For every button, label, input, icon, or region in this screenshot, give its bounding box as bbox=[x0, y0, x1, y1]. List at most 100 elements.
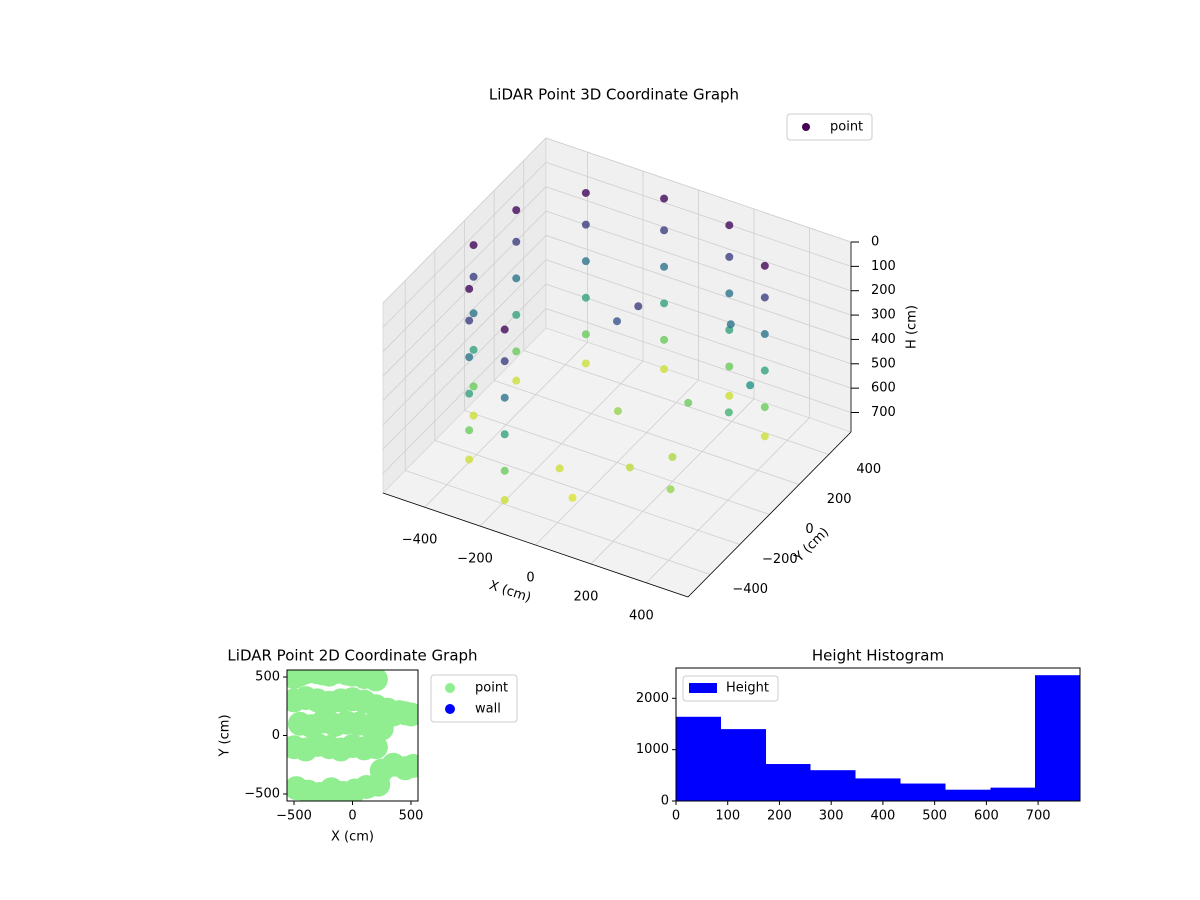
plot-area bbox=[287, 670, 418, 801]
grid-line bbox=[382, 162, 547, 328]
grid-line bbox=[464, 410, 770, 515]
point bbox=[500, 466, 509, 475]
point bbox=[613, 407, 622, 416]
chart-title: Height Histogram bbox=[812, 647, 944, 665]
legend-box bbox=[682, 675, 779, 702]
y-tick-label: −400 bbox=[732, 582, 768, 597]
legend-marker bbox=[445, 704, 455, 714]
point bbox=[634, 302, 643, 311]
point bbox=[581, 330, 590, 339]
x-tick-label: 700 bbox=[1026, 809, 1051, 824]
y-tick-label: −500 bbox=[244, 786, 280, 801]
x-tick-label: 0 bbox=[672, 809, 680, 824]
grid-line bbox=[545, 259, 852, 365]
point bbox=[500, 357, 509, 366]
bar bbox=[1034, 675, 1080, 801]
x-tick-label: 400 bbox=[629, 608, 654, 623]
x-tick-label: 100 bbox=[715, 809, 740, 824]
bar bbox=[810, 770, 856, 801]
point bbox=[581, 359, 590, 368]
bar bbox=[721, 729, 767, 801]
point bbox=[465, 389, 474, 398]
grid-line bbox=[523, 350, 829, 455]
point bbox=[555, 464, 564, 473]
point bbox=[369, 758, 394, 783]
point bbox=[401, 753, 418, 778]
point bbox=[465, 426, 474, 435]
point bbox=[684, 398, 693, 407]
y-tick-label: 0 bbox=[661, 794, 669, 809]
bar bbox=[676, 716, 722, 801]
point bbox=[465, 353, 474, 362]
point bbox=[726, 320, 735, 329]
point bbox=[363, 670, 388, 692]
point bbox=[465, 284, 474, 293]
legend-box bbox=[786, 113, 873, 141]
bar bbox=[900, 783, 946, 801]
x-tick-label: 0 bbox=[348, 809, 356, 824]
y-tick-label: 0 bbox=[805, 522, 813, 537]
point bbox=[568, 493, 577, 502]
grid-line bbox=[434, 440, 740, 545]
grid-line bbox=[545, 283, 852, 389]
point bbox=[666, 485, 675, 494]
grid-line bbox=[382, 308, 547, 474]
legend-label: Height bbox=[726, 681, 769, 696]
x-axis-label: X (cm) bbox=[331, 830, 374, 845]
x-tick-label: 200 bbox=[767, 809, 792, 824]
point bbox=[500, 325, 509, 334]
bar bbox=[855, 778, 901, 801]
point bbox=[512, 206, 521, 215]
point bbox=[398, 702, 418, 727]
point bbox=[625, 463, 634, 472]
point bbox=[512, 310, 521, 319]
point bbox=[725, 289, 734, 298]
y-tick-label: 200 bbox=[827, 492, 852, 507]
point bbox=[465, 455, 474, 464]
grid-line bbox=[545, 137, 852, 243]
point bbox=[660, 194, 669, 203]
z-tick-label: 400 bbox=[871, 332, 896, 347]
point bbox=[363, 735, 388, 760]
point bbox=[660, 226, 669, 235]
z-tick-label: 500 bbox=[871, 356, 896, 371]
x-tick-label: 200 bbox=[574, 589, 599, 604]
bar bbox=[990, 787, 1035, 801]
x-tick-label: 0 bbox=[526, 571, 534, 586]
axis-line bbox=[687, 431, 852, 598]
grid-line bbox=[545, 308, 852, 413]
point bbox=[660, 365, 669, 374]
z-tick-label: 700 bbox=[871, 405, 896, 420]
point bbox=[581, 220, 590, 229]
x-tick-label: 500 bbox=[922, 809, 947, 824]
x-tick-label: 400 bbox=[871, 809, 896, 824]
x-tick-label: 300 bbox=[819, 809, 844, 824]
point bbox=[500, 496, 509, 505]
point bbox=[660, 335, 669, 344]
point bbox=[760, 261, 769, 270]
point bbox=[725, 252, 734, 261]
axis-line bbox=[382, 492, 689, 598]
point bbox=[512, 347, 521, 356]
grid-line bbox=[545, 161, 852, 267]
point bbox=[469, 309, 478, 318]
grid-line bbox=[545, 186, 852, 292]
legend-marker bbox=[802, 123, 810, 131]
point bbox=[512, 237, 521, 246]
point bbox=[668, 453, 677, 462]
chart-title: LiDAR Point 2D Coordinate Graph bbox=[227, 647, 477, 665]
x-tick-label: −200 bbox=[457, 552, 493, 567]
y-tick-label: −200 bbox=[762, 552, 798, 567]
y-tick-label: 500 bbox=[255, 670, 280, 685]
point bbox=[660, 262, 669, 271]
z-tick-label: 200 bbox=[871, 283, 896, 298]
point bbox=[581, 293, 590, 302]
legend-marker bbox=[445, 683, 455, 693]
point bbox=[469, 411, 478, 420]
point bbox=[760, 403, 769, 412]
point bbox=[725, 362, 734, 371]
point bbox=[469, 241, 478, 250]
point bbox=[469, 272, 478, 281]
y-tick-label: 0 bbox=[272, 728, 280, 743]
point bbox=[725, 221, 734, 230]
